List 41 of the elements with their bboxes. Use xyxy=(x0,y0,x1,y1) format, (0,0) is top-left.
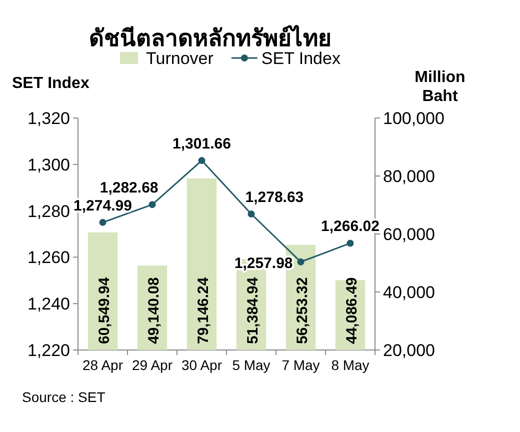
y-axis-title: SET Index xyxy=(12,75,90,92)
x-tick-label: 7 May xyxy=(282,357,320,373)
x-tick-label: 29 Apr xyxy=(132,357,173,373)
y2-axis-title: Million Baht xyxy=(414,69,466,105)
data-label: 1,274.99 xyxy=(74,197,132,214)
data-label: 44,086.49 xyxy=(343,277,360,344)
y-tick-label: 1,220 xyxy=(27,341,70,360)
y-tick-label: 1,260 xyxy=(27,248,70,268)
y-tick-label: 1,320 xyxy=(27,109,70,128)
data-label: 1,278.63 xyxy=(245,188,304,206)
point xyxy=(248,210,255,218)
legend-label: SET Index xyxy=(261,49,341,68)
y2-tick-label: 100,000 xyxy=(383,109,444,128)
x-tick-label: 30 Apr xyxy=(182,357,222,373)
x-tick-label: 8 May xyxy=(331,357,370,373)
data-label: 1,301.66 xyxy=(172,136,231,153)
point xyxy=(346,240,354,247)
point xyxy=(198,157,206,164)
title: ดัชนีตลาดหลักทรัพย์ไทย xyxy=(89,26,331,52)
data-label: 56,253.32 xyxy=(294,277,311,344)
point xyxy=(99,218,106,226)
legend-label: Turnover xyxy=(146,49,214,68)
data-label: 1,282.68 xyxy=(100,180,158,197)
y2-tick-label: 20,000 xyxy=(383,341,435,360)
data-label: 1,266.02 xyxy=(321,218,380,236)
data-label: 79,146.24 xyxy=(194,276,212,344)
y2-tick-label: 80,000 xyxy=(383,167,435,186)
point xyxy=(297,258,304,266)
y-tick-label: 1,240 xyxy=(27,294,70,314)
x-tick-label: 28 Apr xyxy=(82,357,124,373)
data-label: 1,257.98 xyxy=(234,254,293,272)
data-label: 60,549.94 xyxy=(96,276,113,344)
source-note: Source : SET xyxy=(22,389,106,405)
y-tick-label: 1,300 xyxy=(27,155,70,174)
y2-tick-label: 60,000 xyxy=(383,225,435,244)
data-label: 51,384.94 xyxy=(244,276,262,344)
y-tick-label: 1,280 xyxy=(27,202,70,221)
y2-tick-label: 40,000 xyxy=(383,283,435,302)
x-tick-label: 5 May xyxy=(232,357,270,373)
data-label: 49,140.08 xyxy=(145,277,162,344)
point xyxy=(148,201,156,208)
